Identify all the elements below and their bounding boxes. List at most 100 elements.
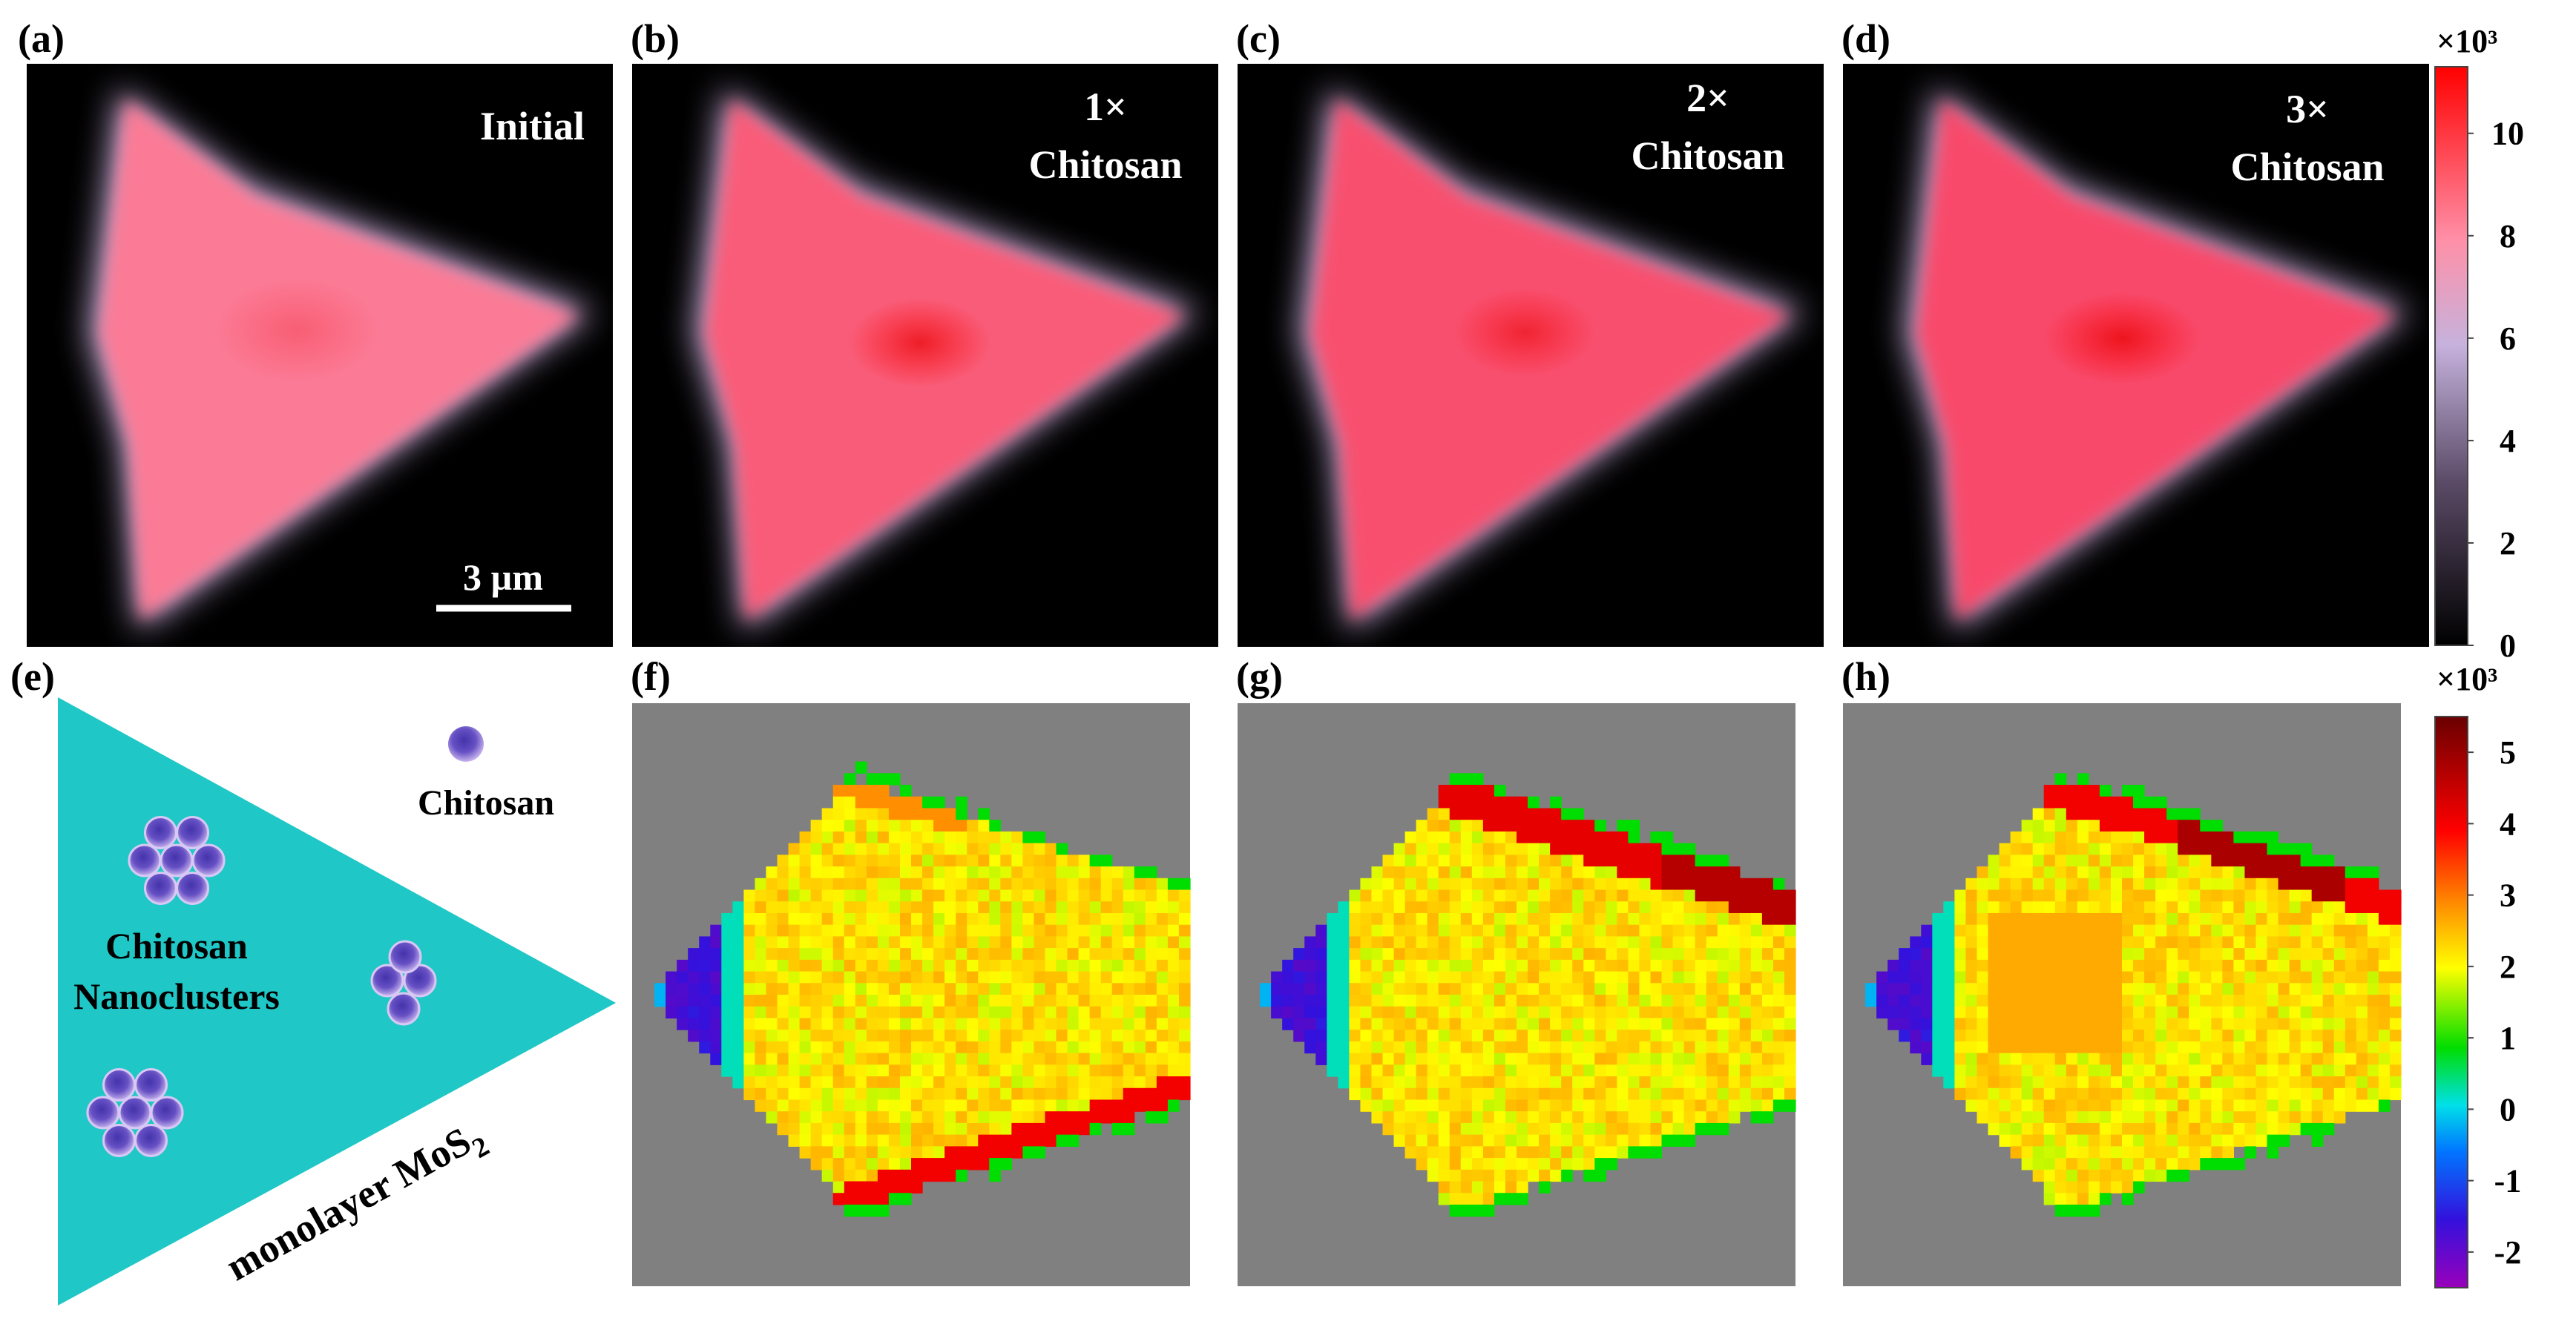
- map-pixel: [1505, 855, 1517, 867]
- map-pixel: [699, 1041, 711, 1054]
- map-pixel: [2010, 1111, 2023, 1124]
- map-pixel: [821, 889, 834, 902]
- map-pixel: [2010, 983, 2023, 995]
- map-pixel: [1761, 959, 1774, 972]
- map-pixel: [877, 971, 890, 984]
- map-pixel: [2032, 1006, 2045, 1019]
- map-pixel: [2322, 1099, 2335, 1112]
- map-pixel: [1123, 1018, 1135, 1030]
- map-pixel: [1134, 1087, 1146, 1101]
- map-pixel: [2054, 889, 2067, 902]
- map-pixel: [755, 936, 767, 949]
- map-pixel: [799, 1064, 812, 1077]
- map-pixel: [755, 924, 767, 937]
- map-pixel: [1988, 1030, 2000, 1042]
- map-pixel: [1572, 924, 1584, 937]
- map-pixel: [1550, 878, 1562, 891]
- map-pixel: [1460, 1122, 1473, 1136]
- map-pixel: [1449, 959, 1462, 972]
- map-pixel: [2356, 948, 2368, 961]
- map-pixel: [1167, 912, 1180, 926]
- map-pixel: [2155, 796, 2167, 809]
- map-pixel: [2122, 1169, 2134, 1182]
- map-pixel: [1999, 878, 2011, 891]
- map-pixel: [2133, 1146, 2145, 1159]
- map-pixel: [967, 995, 979, 1007]
- map-pixel: [2110, 808, 2123, 820]
- map-pixel: [2244, 855, 2257, 867]
- map-pixel: [1594, 1076, 1606, 1089]
- map-pixel: [2166, 831, 2178, 844]
- chitosan-particle: [118, 1096, 152, 1130]
- map-pixel: [1293, 995, 1305, 1007]
- map-pixel: [1661, 936, 1674, 949]
- map-pixel: [922, 912, 934, 926]
- map-pixel: [2189, 878, 2201, 891]
- map-pixel: [1416, 1064, 1428, 1077]
- map-pixel: [1639, 866, 1652, 879]
- map-pixel: [1650, 912, 1663, 926]
- map-pixel: [1371, 971, 1384, 984]
- map-pixel: [2122, 1111, 2134, 1124]
- map-pixel: [1661, 1018, 1674, 1030]
- map-pixel: [1089, 1041, 1102, 1054]
- map-pixel: [1528, 1111, 1540, 1124]
- map-pixel: [1672, 1087, 1685, 1101]
- map-pixel: [1528, 1018, 1540, 1030]
- map-pixel: [2178, 1041, 2189, 1054]
- panel-label-f: (f): [631, 654, 671, 699]
- map-pixel: [1438, 1041, 1450, 1054]
- map-pixel: [1482, 901, 1495, 914]
- map-pixel: [1988, 1018, 2000, 1030]
- map-pixel: [1393, 995, 1406, 1007]
- map-pixel: [855, 1018, 867, 1030]
- map-pixel: [1123, 1076, 1135, 1089]
- map-pixel: [1304, 1006, 1316, 1019]
- map-pixel: [1772, 959, 1785, 972]
- map-pixel: [755, 1064, 767, 1077]
- map-pixel: [2010, 995, 2023, 1007]
- map-pixel: [1315, 924, 1327, 937]
- map-pixel: [1661, 912, 1674, 926]
- map-pixel: [978, 1053, 990, 1065]
- map-pixel: [844, 1111, 856, 1124]
- map-pixel: [2110, 1030, 2123, 1042]
- map-pixel: [844, 855, 856, 867]
- map-pixel: [978, 1087, 990, 1101]
- map-pixel: [1460, 936, 1473, 949]
- map-pixel: [1078, 948, 1091, 961]
- map-pixel: [1449, 1018, 1462, 1030]
- map-pixel: [2043, 1053, 2056, 1065]
- map-pixel: [2311, 1134, 2324, 1147]
- map-pixel: [933, 1076, 945, 1089]
- map-pixel: [2088, 1169, 2100, 1182]
- map-pixel: [1550, 1053, 1562, 1065]
- map-pixel: [1338, 948, 1350, 961]
- map-pixel: [1617, 1018, 1629, 1030]
- map-pixel: [1728, 1053, 1741, 1065]
- map-pixel: [1078, 1053, 1091, 1065]
- map-pixel: [944, 1158, 956, 1171]
- map-pixel: [1056, 912, 1068, 926]
- map-pixel: [1517, 1134, 1528, 1147]
- map-pixel: [855, 1076, 867, 1089]
- map-pixel: [978, 878, 990, 891]
- map-pixel: [2032, 983, 2045, 995]
- map-pixel: [1505, 1076, 1517, 1089]
- map-pixel: [1471, 855, 1484, 867]
- map-pixel: [1382, 1122, 1395, 1136]
- map-pixel: [1639, 948, 1652, 961]
- map-pixel: [989, 1134, 1001, 1147]
- map-pixel: [2021, 820, 2034, 832]
- map-pixel: [1449, 1169, 1462, 1182]
- map-pixel: [1460, 1006, 1473, 1019]
- map-pixel: [1011, 1053, 1023, 1065]
- map-pixel: [1706, 1018, 1718, 1030]
- map-pixel: [2278, 878, 2290, 891]
- map-pixel: [2066, 1146, 2078, 1159]
- map-pixel: [1661, 924, 1674, 937]
- map-pixel: [1606, 1053, 1617, 1065]
- map-pixel: [799, 1146, 812, 1159]
- map-pixel: [855, 1122, 867, 1136]
- map-pixel: [899, 936, 912, 949]
